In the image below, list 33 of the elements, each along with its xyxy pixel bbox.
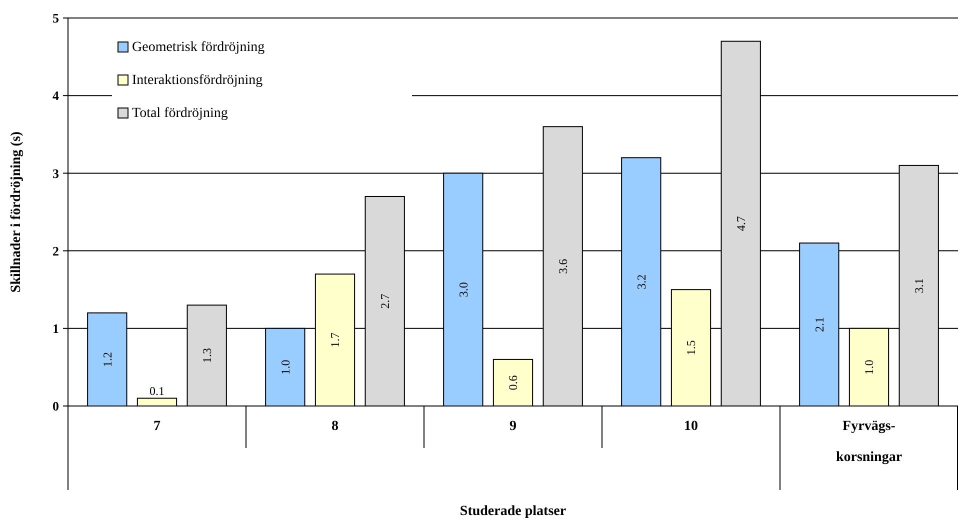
y-axis-title: Skillnader i fördröjning (s) [9, 131, 24, 293]
x-axis-title: Studerade platser [460, 504, 566, 519]
data-label: 3.0 [456, 282, 470, 298]
data-label: 1.3 [200, 348, 214, 364]
data-label: 3.1 [912, 278, 926, 294]
data-label: 1.0 [278, 360, 292, 375]
legend-label: Interaktionsfördröjning [132, 73, 263, 88]
data-label: 2.7 [378, 294, 392, 309]
legend-label: Total fördröjning [132, 106, 228, 121]
data-label: 3.2 [634, 274, 648, 290]
data-label: 3.6 [556, 258, 570, 274]
x-tick-label: 8 [332, 419, 338, 434]
y-tick-label: 1 [52, 320, 59, 336]
legend-label: Geometrisk fördröjning [132, 40, 265, 55]
data-label: 1.0 [862, 360, 876, 375]
y-tick-label: 3 [52, 166, 60, 181]
x-tick-label: 10 [684, 419, 698, 434]
data-label: 1.2 [100, 352, 114, 367]
y-tick-label: 2 [52, 243, 59, 258]
x-tick-label: 9 [510, 419, 516, 434]
data-label: 1.5 [684, 340, 698, 356]
data-label: 0.1 [150, 384, 164, 398]
data-label: 1.7 [328, 332, 342, 348]
bar [136, 398, 178, 406]
data-label: 4.7 [734, 216, 748, 232]
bar [492, 358, 534, 406]
y-tick-label: 4 [52, 88, 60, 104]
x-tick-label: Fyrvägs-korsningar [836, 419, 902, 465]
y-tick-label: 5 [52, 10, 60, 26]
y-tick-label: 0 [52, 398, 59, 414]
data-label: 2.1 [812, 317, 826, 332]
data-label: 0.6 [506, 375, 520, 390]
x-tick-label: 7 [154, 419, 160, 434]
